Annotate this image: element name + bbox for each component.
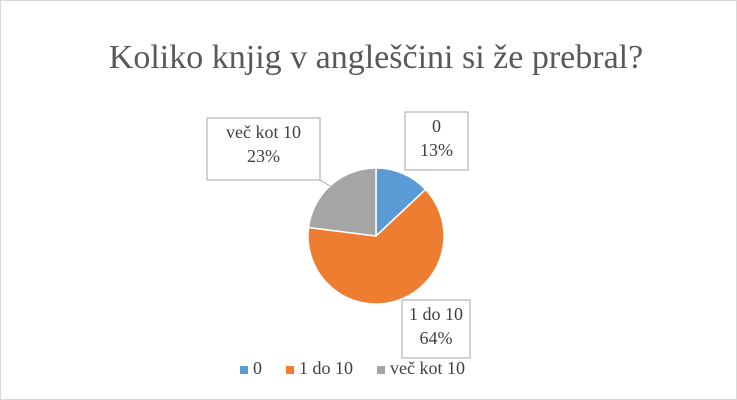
legend-swatch: [286, 366, 294, 374]
legend-label: 0: [253, 358, 262, 378]
pie-slice: [307, 188, 445, 305]
legend-label: 1 do 10: [299, 358, 353, 378]
pie-slice: [307, 167, 377, 237]
leader-line: [319, 179, 331, 187]
legend-swatch: [377, 366, 385, 374]
data-label-box: [401, 299, 471, 359]
data-label-value: 64%: [420, 328, 453, 348]
data-label-box: [404, 111, 469, 171]
chart-title: Koliko knjig v angleščini si že prebral?: [108, 39, 644, 76]
pie-slice: [375, 167, 427, 238]
legend-label: več kot 10: [390, 358, 465, 378]
data-label-category: več kot 10: [226, 122, 301, 142]
legend-swatch: [240, 366, 248, 374]
data-label-box: [206, 117, 321, 181]
data-label-category: 0: [432, 116, 441, 136]
data-label-value: 23%: [247, 146, 280, 166]
data-label-category: 1 do 10: [409, 304, 463, 324]
data-label-value: 13%: [420, 140, 453, 160]
